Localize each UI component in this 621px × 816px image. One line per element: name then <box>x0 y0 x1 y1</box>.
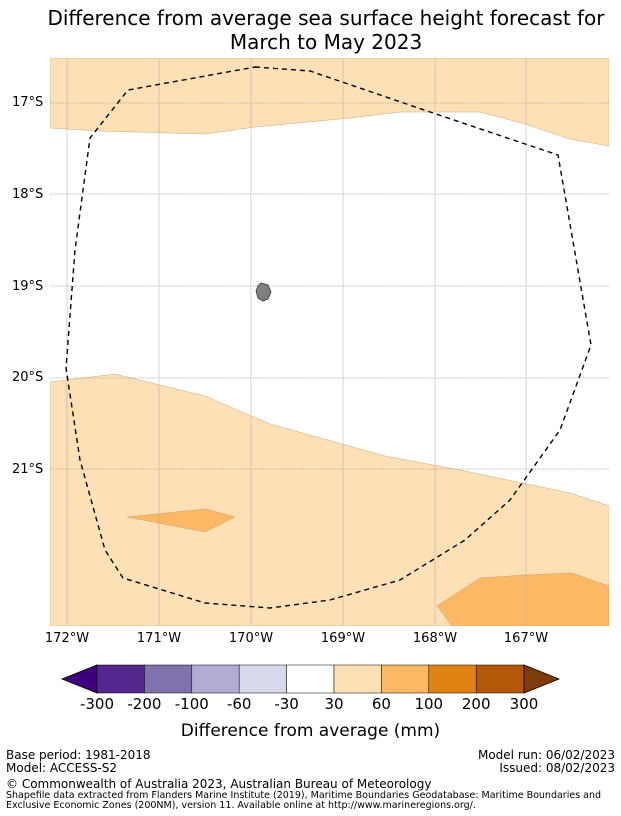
lon-label-171w: 171°W <box>136 631 182 646</box>
base-period: Base period: 1981-2018 <box>6 748 151 762</box>
colorbar-tick-label: -30 <box>274 695 299 713</box>
issued-date: Issued: 08/02/2023 <box>499 761 615 775</box>
colorbar-segment-6 <box>333 664 382 694</box>
gridlines <box>50 58 609 626</box>
lat-label-20s: 20°S <box>12 370 44 385</box>
eez-boundary <box>65 66 592 609</box>
lat-label-21s: 21°S <box>12 462 44 477</box>
anomaly-patch-west <box>126 508 236 533</box>
colorbar-tick-label: -60 <box>226 695 252 713</box>
lon-label-168w: 168°W <box>412 631 458 646</box>
colorbar-segment-4 <box>238 664 287 694</box>
anomaly-patch-southeast <box>436 572 609 626</box>
anomaly-region-north <box>50 58 609 147</box>
shapefile-credit-line-2: Exclusive Economic Zones (200NM), versio… <box>6 800 476 811</box>
colorbar-segment-3 <box>191 664 240 694</box>
lon-label-170w: 170°W <box>228 631 274 646</box>
colorbar-arrow-low <box>60 664 98 694</box>
colorbar-tick-label: -100 <box>174 695 209 713</box>
colorbar <box>60 664 561 694</box>
copyright: © Commonwealth of Australia 2023, Austra… <box>6 777 432 791</box>
colorbar-segment-8 <box>428 664 477 694</box>
niue-island <box>255 282 272 302</box>
lon-label-167w: 167°W <box>503 631 549 646</box>
title-line-2: March to May 2023 <box>229 30 423 54</box>
map-title: Difference from average sea surface heig… <box>0 6 621 54</box>
lat-label-17s: 17°S <box>12 95 44 110</box>
anomaly-region-south <box>50 373 609 626</box>
lat-label-18s: 18°S <box>12 187 44 202</box>
colorbar-tick-label: 100 <box>414 695 444 713</box>
lon-label-172w: 172°W <box>44 631 90 646</box>
model-name: Model: ACCESS-S2 <box>6 761 118 775</box>
colorbar-segment-9 <box>475 664 525 694</box>
colorbar-tick-label: -300 <box>79 695 115 713</box>
colorbar-segment-5 <box>286 664 335 694</box>
colorbar-segment-2 <box>144 664 193 694</box>
title-line-1: Difference from average sea surface heig… <box>47 6 605 30</box>
colorbar-tick-label: 60 <box>371 695 391 713</box>
lon-label-169w: 169°W <box>320 631 366 646</box>
colorbar-segment-7 <box>381 664 430 694</box>
colorbar-tick-label: 200 <box>461 695 491 713</box>
colorbar-tick-label: 30 <box>324 695 344 713</box>
colorbar-arrow-high <box>523 664 561 694</box>
colorbar-tick-label: 300 <box>509 695 539 713</box>
shapefile-credit-line-1: Shapefile data extracted from Flanders M… <box>6 790 602 801</box>
lat-label-19s: 19°S <box>12 279 44 294</box>
map-area <box>50 58 609 626</box>
colorbar-segment-1 <box>96 664 145 694</box>
colorbar-tick-label: -200 <box>127 695 162 713</box>
colorbar-title: Difference from average (mm) <box>180 721 441 741</box>
model-run: Model run: 06/02/2023 <box>477 748 615 762</box>
